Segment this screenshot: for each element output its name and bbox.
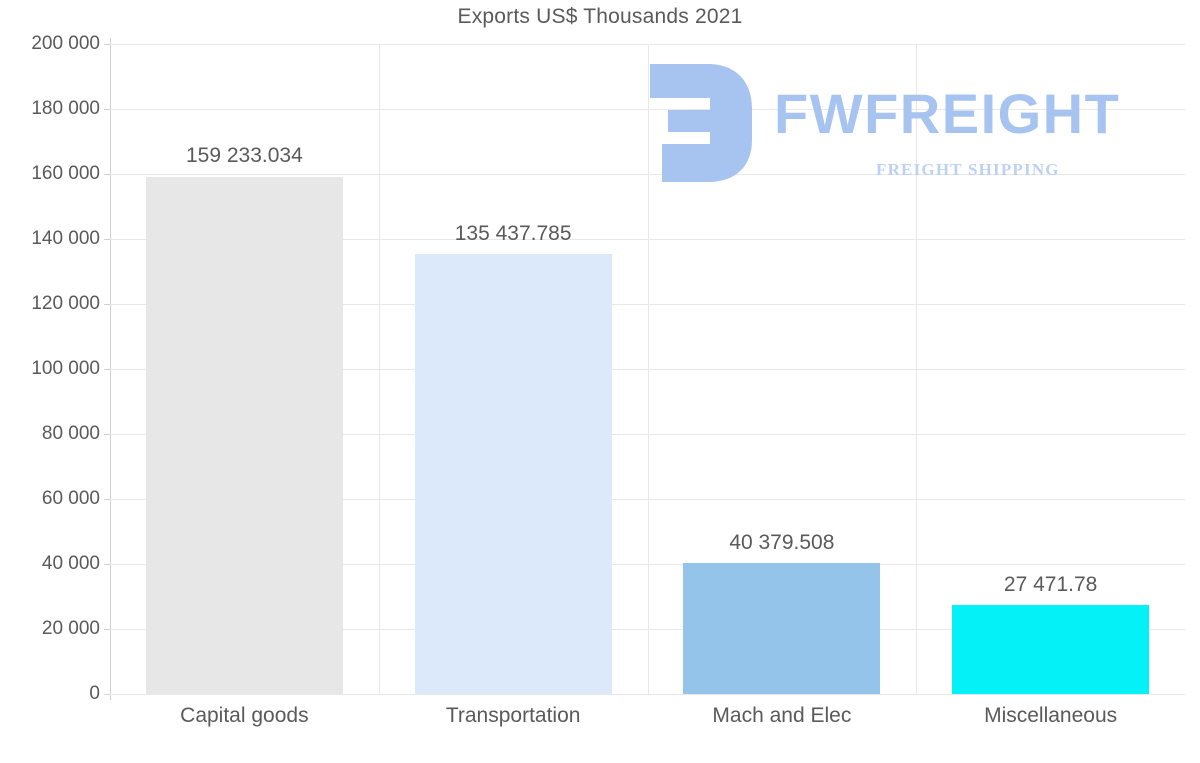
y-axis: 200 000 180 000 160 000 140 000 120 000 100 0… (0, 33, 100, 704)
y-axis-tick-mark (104, 629, 111, 630)
y-axis-tick-mark (104, 564, 111, 565)
bar[interactable] (145, 176, 343, 694)
bar-value-label: 27 471.78 (1003, 572, 1098, 596)
y-axis-tick-label: 180 000 (31, 98, 100, 119)
y-axis-tick-label: 80 000 (41, 423, 100, 444)
gridline-vertical (378, 44, 380, 694)
gridline-vertical (647, 44, 649, 694)
y-axis-tick-label: 20 000 (41, 618, 100, 639)
bar-value-label: 135 437.785 (454, 221, 572, 245)
bar[interactable] (414, 253, 612, 694)
y-axis-tick-label: 160 000 (31, 163, 100, 184)
plot-area: 159 233.034 135 437.785 40 379.508 27 471.7… (110, 44, 1185, 695)
x-axis-tick-label: Transportation (445, 704, 581, 727)
bar[interactable] (952, 604, 1150, 694)
y-axis-tick-label: 120 000 (31, 293, 100, 314)
gridline-vertical (916, 44, 918, 694)
y-axis-tick-mark (104, 499, 111, 500)
chart-title: Exports US$ Thousands 2021 (457, 5, 743, 28)
bar-value-label: 40 379.508 (729, 530, 835, 554)
y-axis-tick-mark (104, 109, 111, 110)
y-axis-tick-mark (104, 434, 111, 435)
x-axis-tick-label: Capital goods (180, 704, 309, 727)
y-axis-tick-mark (104, 174, 111, 175)
y-axis-tick-label: 200 000 (31, 33, 100, 54)
y-axis-tick-mark (104, 369, 111, 370)
y-axis-tick-mark (104, 304, 111, 305)
x-axis-tick-label: Mach and Elec (712, 704, 852, 727)
bar-value-label: 159 233.034 (185, 144, 303, 168)
y-axis-tick-label: 0 (89, 683, 100, 704)
x-axis-tick-label: Miscellaneous (984, 704, 1118, 727)
y-axis-tick-label: 60 000 (41, 488, 100, 509)
y-axis-tick-label: 40 000 (41, 553, 100, 574)
y-axis-tick-label: 100 000 (31, 358, 100, 379)
y-axis-tick-label: 140 000 (31, 228, 100, 249)
y-axis-tick-mark (104, 239, 111, 240)
gridline-horizontal (110, 694, 1185, 695)
y-axis-tick-mark (104, 44, 111, 45)
bar[interactable] (683, 562, 881, 694)
